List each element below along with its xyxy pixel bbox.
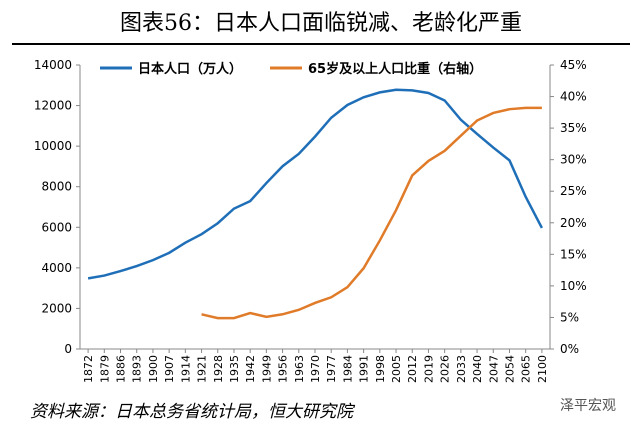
x-tick-label: 2065: [520, 355, 533, 383]
x-tick-label: 1886: [115, 355, 128, 383]
x-tick-label: 1872: [82, 355, 95, 383]
y-tick-label: 10000: [34, 139, 72, 153]
x-tick-label: 1921: [196, 355, 209, 383]
y-tick-label: 2000: [41, 301, 72, 315]
y2-tick-label: 15%: [560, 247, 587, 261]
x-tick-label: 1907: [163, 355, 176, 383]
y-tick-label: 6000: [41, 220, 72, 234]
y2-tick-label: 20%: [560, 216, 587, 230]
y-tick-label: 14000: [34, 58, 72, 72]
x-tick-label: 2005: [390, 355, 403, 383]
x-tick-label: 1928: [212, 355, 225, 383]
y-tick-label: 12000: [34, 99, 72, 113]
x-tick-label: 1935: [228, 355, 241, 383]
y2-tick-label: 40%: [560, 90, 587, 104]
x-tick-label: 2100: [536, 355, 549, 383]
series-line: [87, 88, 544, 280]
x-tick-label: 2026: [439, 355, 452, 383]
x-tick-label: 2047: [487, 355, 500, 383]
x-tick-label: 1977: [325, 355, 338, 383]
y-tick-label: 0: [64, 342, 72, 356]
watermark: 泽平宏观: [560, 398, 616, 414]
x-tick-label: 1900: [147, 355, 160, 383]
x-tick-label: 2019: [422, 355, 435, 383]
x-tick-label: 1942: [244, 355, 257, 383]
x-tick-label: 1956: [277, 355, 290, 383]
x-tick-label: 2012: [406, 355, 419, 383]
x-tick-label: 1984: [341, 355, 354, 383]
series-line: [201, 106, 542, 320]
x-tick-label: 2033: [455, 355, 468, 383]
y2-tick-label: 0%: [560, 342, 579, 356]
x-tick-label: 2040: [471, 355, 484, 383]
y2-tick-label: 35%: [560, 121, 587, 135]
x-tick-label: 1949: [260, 355, 273, 383]
x-tick-label: 1998: [374, 355, 387, 383]
x-tick-label: 1914: [179, 355, 192, 383]
source-note: 资料来源：日本总务省统计局，恒大研究院: [30, 402, 356, 422]
y2-tick-label: 5%: [560, 310, 579, 324]
x-tick-label: 1893: [131, 355, 144, 383]
x-tick-label: 1879: [98, 355, 111, 383]
legend-label: 65岁及以上人口比重（右轴）: [308, 61, 482, 77]
y2-tick-label: 25%: [560, 184, 587, 198]
page-title: 图表56：日本人口面临锐减、老龄化严重: [120, 11, 522, 36]
x-tick-label: 1991: [358, 355, 371, 383]
y2-tick-label: 30%: [560, 153, 587, 167]
y-tick-label: 4000: [41, 261, 72, 275]
x-tick-label: 1963: [293, 355, 306, 383]
y2-tick-label: 45%: [560, 58, 587, 72]
x-tick-label: 2054: [503, 355, 516, 383]
y-tick-label: 8000: [41, 180, 72, 194]
legend-label: 日本人口（万人）: [138, 61, 242, 77]
x-tick-label: 1970: [309, 355, 322, 383]
y2-tick-label: 10%: [560, 279, 587, 293]
